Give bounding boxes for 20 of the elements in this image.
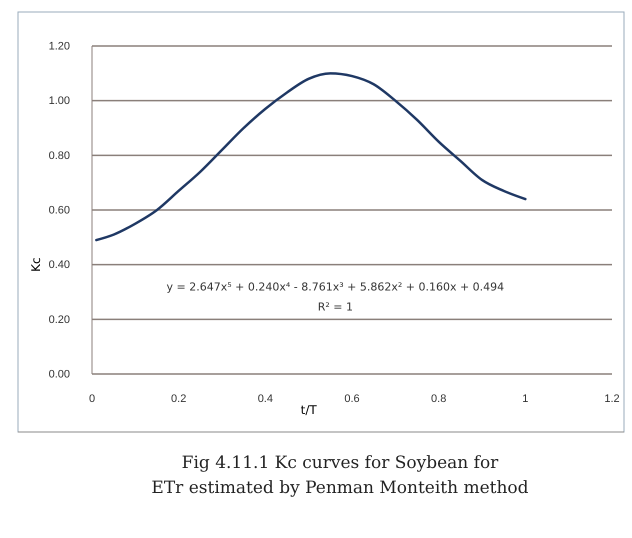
annotation: y = 2.647x⁵ + 0.240x⁴ - 8.761x³ + 5.862x² + 0.160x + 0.494 bbox=[166, 280, 504, 294]
x-tick-label: 1 bbox=[522, 392, 528, 405]
y-axis-title: Kc bbox=[29, 257, 43, 272]
y-tick-label: 0.00 bbox=[48, 368, 70, 381]
text: Fig 4.11.1 Kc curves for Soybean for ETr estimated by Penman Monteith method bbox=[151, 453, 529, 498]
y-tick-label: 1.20 bbox=[48, 40, 70, 53]
annotation: R² = 1 bbox=[318, 300, 353, 314]
y-tick-label: 0.20 bbox=[48, 314, 70, 326]
line-series bbox=[95, 72, 527, 242]
x-tick-label: 0.6 bbox=[344, 392, 360, 405]
x-tick-label: 0.8 bbox=[431, 392, 446, 405]
x-tick-label: 1.2 bbox=[604, 392, 620, 405]
y-tick-label: 1.00 bbox=[48, 95, 70, 108]
x-tick-label: 0 bbox=[88, 392, 96, 405]
y-tick-label: 0.60 bbox=[48, 204, 70, 217]
x-axis-title: t/T bbox=[300, 403, 318, 417]
x-tick-label: 0.2 bbox=[171, 392, 186, 405]
x-tick-label: 0.4 bbox=[258, 392, 273, 405]
y-tick-label: 0.80 bbox=[48, 150, 70, 162]
y-tick-label: 0.40 bbox=[48, 259, 70, 272]
